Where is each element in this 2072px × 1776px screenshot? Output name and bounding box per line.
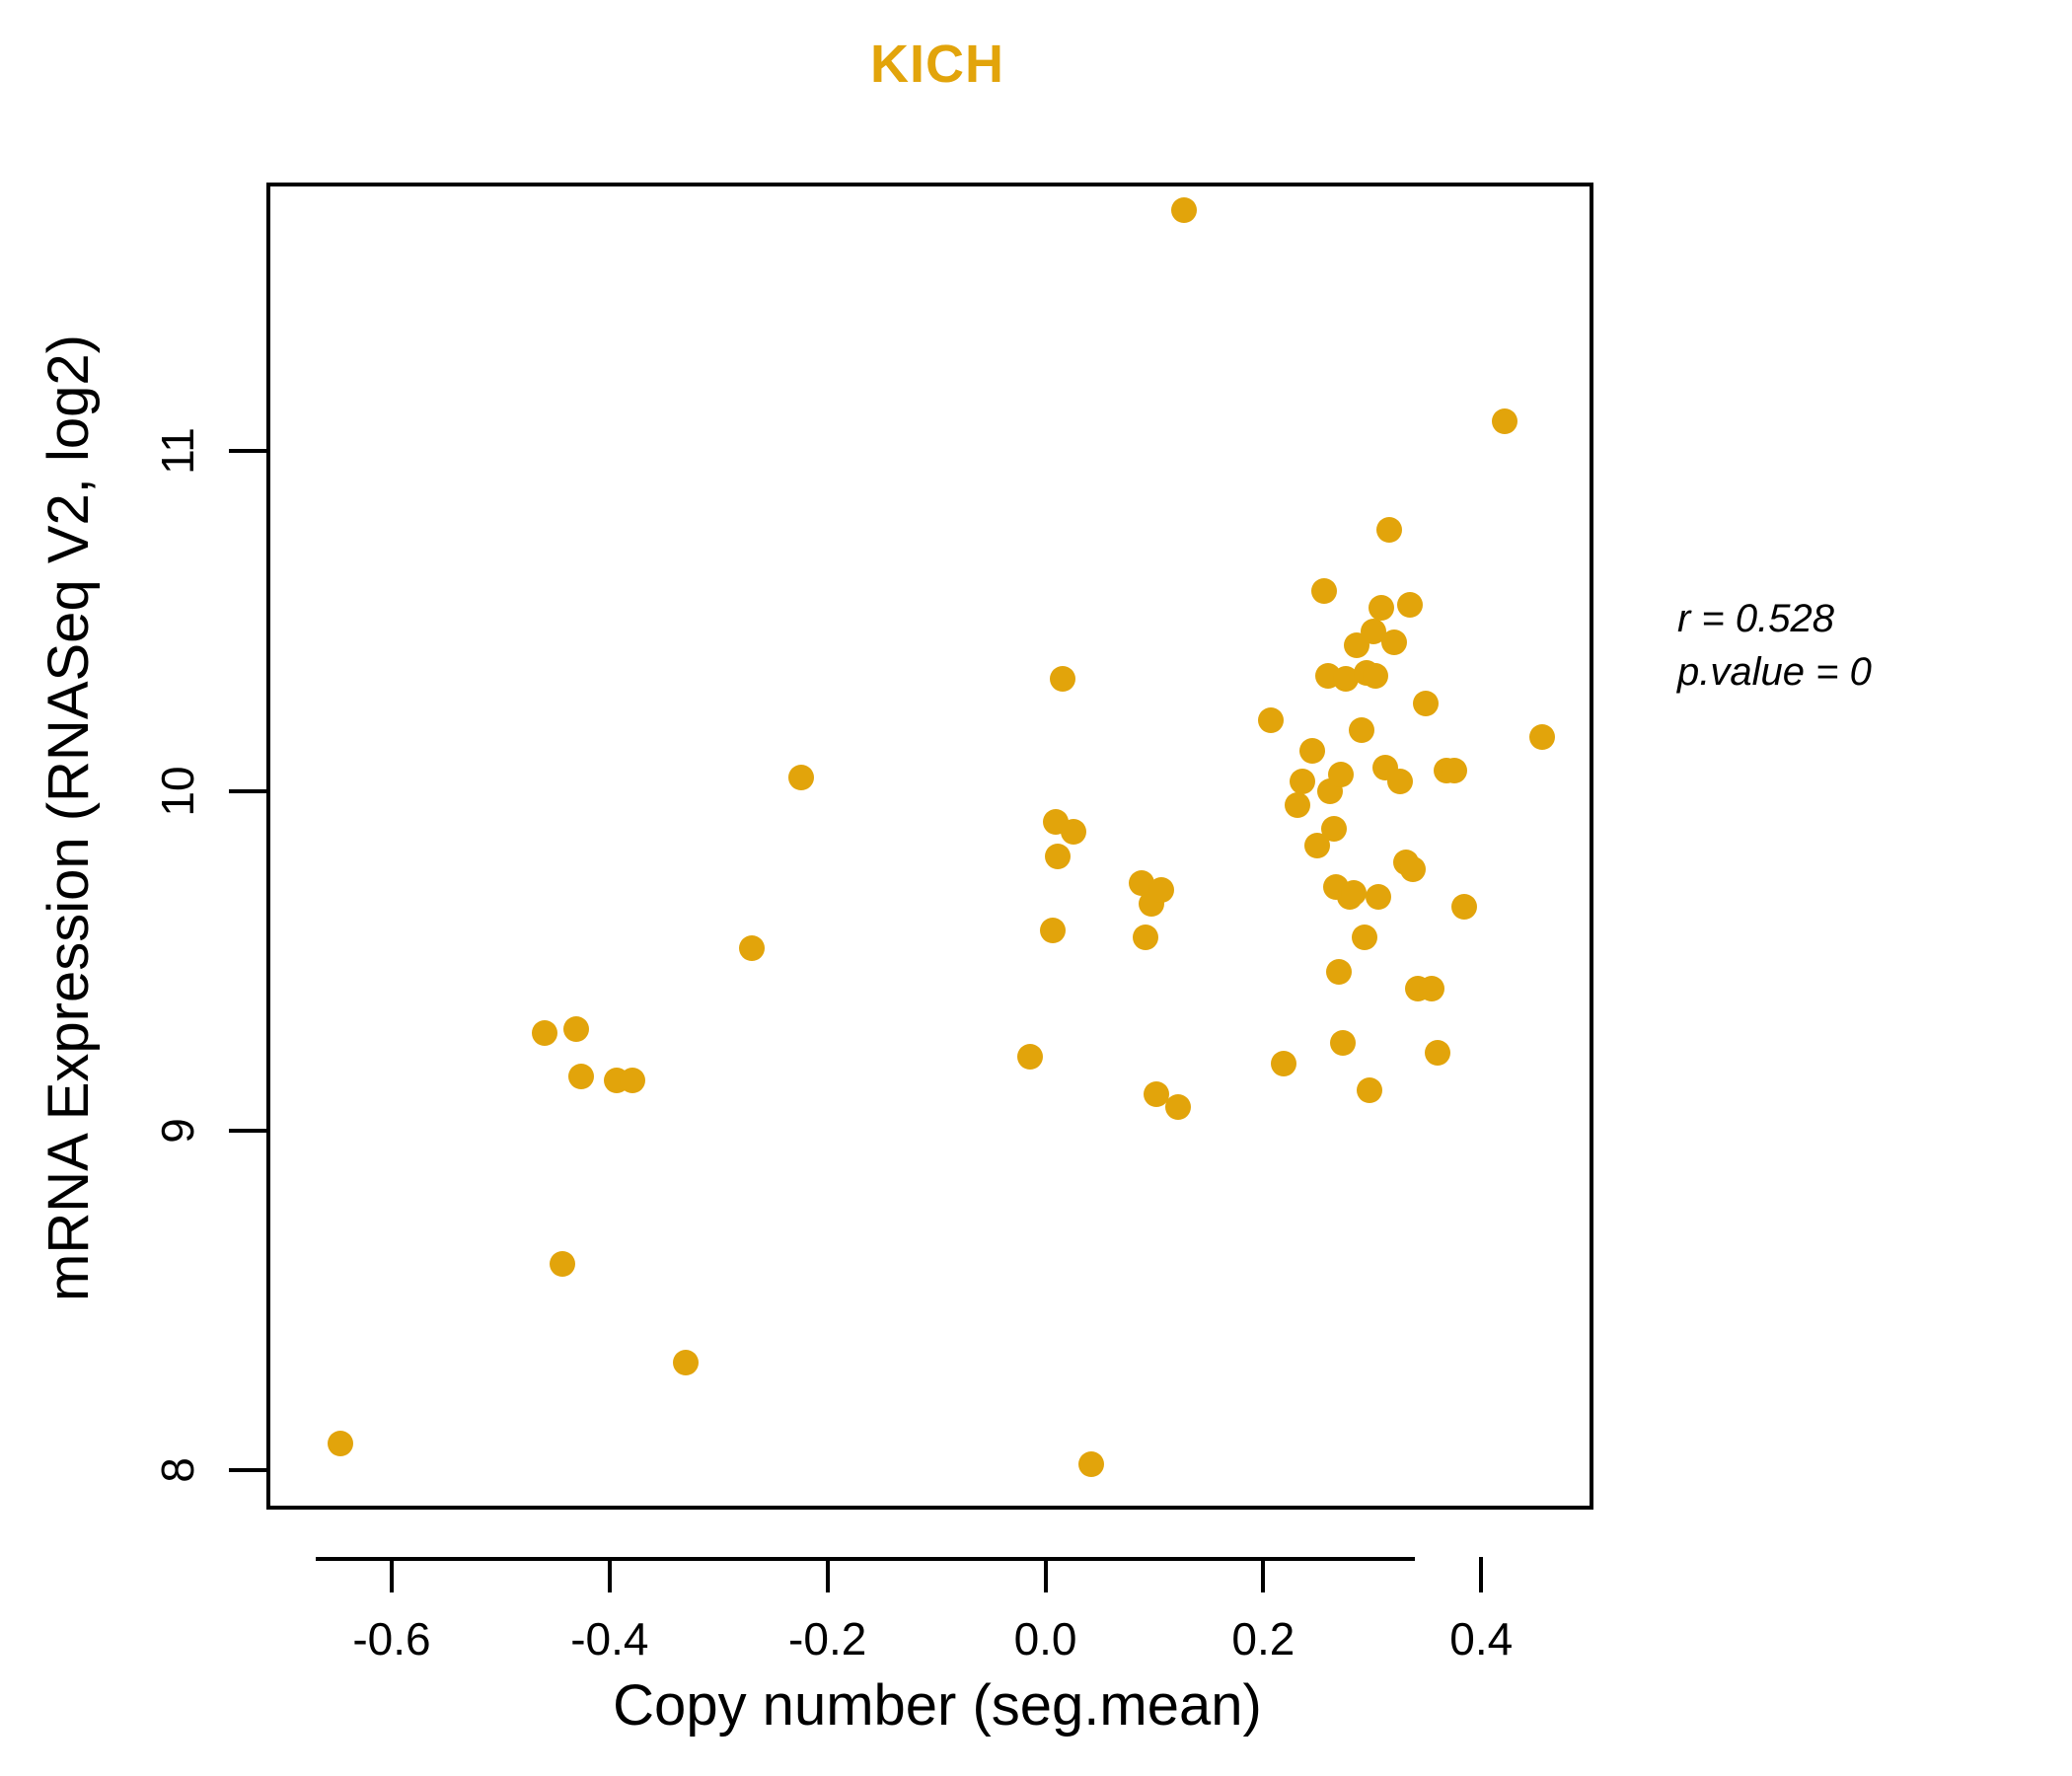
y-tick-label: 9: [148, 1101, 207, 1160]
x-tick-mark: [389, 1557, 394, 1592]
x-tick-label: 0.2: [1231, 1613, 1295, 1665]
data-point: [1039, 918, 1066, 944]
x-tick-label: 0.0: [1013, 1613, 1077, 1665]
data-point: [1016, 1043, 1043, 1070]
data-point: [1077, 1451, 1104, 1478]
data-point: [619, 1067, 645, 1093]
data-point: [1387, 768, 1414, 794]
data-points-layer: [270, 186, 1590, 1506]
data-point: [1340, 880, 1367, 907]
y-tick-mark: [229, 449, 266, 454]
x-axis-title: Copy number (seg.mean): [613, 1673, 1262, 1738]
data-point: [1164, 1094, 1191, 1121]
data-point: [563, 1016, 590, 1043]
stats-annotation: r = 0.528 p.value = 0: [1677, 592, 1872, 699]
x-tick-mark: [1479, 1557, 1484, 1592]
x-axis-line: [316, 1557, 1415, 1561]
data-point: [1380, 629, 1407, 655]
data-point: [1329, 1029, 1356, 1056]
x-tick-label: -0.2: [788, 1613, 867, 1665]
plot-panel: [266, 183, 1593, 1510]
data-point: [549, 1250, 575, 1277]
data-point: [672, 1349, 699, 1375]
y-tick-label-text: 8: [152, 1457, 203, 1484]
data-point: [1171, 197, 1198, 224]
data-point: [1257, 706, 1284, 733]
y-tick-mark: [229, 788, 266, 793]
data-point: [1349, 717, 1375, 744]
y-tick-label: 10: [148, 762, 207, 821]
data-point: [1049, 666, 1075, 693]
data-point: [532, 1019, 558, 1046]
x-tick-mark: [825, 1557, 830, 1592]
data-point: [1289, 768, 1315, 794]
data-point: [1328, 761, 1355, 787]
data-point: [1362, 662, 1388, 689]
data-point: [1045, 843, 1072, 869]
y-tick-label-text: 10: [152, 765, 203, 817]
data-point: [1143, 1080, 1169, 1107]
data-point: [1310, 577, 1337, 604]
data-point: [1419, 975, 1445, 1001]
data-point: [1320, 815, 1347, 842]
data-point: [1366, 883, 1392, 910]
y-tick-mark: [229, 1468, 266, 1473]
y-tick-label-text: 11: [152, 427, 203, 475]
data-point: [1369, 595, 1395, 622]
data-point: [1400, 856, 1427, 883]
pvalue-value: p.value = 0: [1677, 650, 1872, 694]
x-tick-mark: [607, 1557, 612, 1592]
correlation-value: r = 0.528: [1677, 597, 1835, 640]
data-point: [1132, 925, 1158, 951]
chart-title: KICH: [870, 35, 1004, 94]
x-tick-label: -0.6: [352, 1613, 431, 1665]
x-tick-mark: [1261, 1557, 1266, 1592]
data-point: [1285, 791, 1311, 818]
data-point: [1451, 894, 1478, 921]
x-tick-mark: [1043, 1557, 1048, 1592]
data-point: [327, 1431, 353, 1457]
y-tick-label-text: 9: [152, 1118, 203, 1144]
data-point: [1442, 758, 1468, 784]
x-tick-label: -0.4: [570, 1613, 649, 1665]
data-point: [1492, 407, 1518, 434]
data-point: [1270, 1050, 1296, 1076]
y-tick-label: 8: [148, 1441, 207, 1500]
data-point: [1326, 958, 1353, 985]
data-point: [787, 765, 814, 791]
data-point: [739, 934, 766, 961]
data-point: [1528, 723, 1555, 750]
y-tick-label: 11: [148, 421, 207, 481]
data-point: [1412, 690, 1439, 716]
data-point: [1397, 591, 1424, 618]
y-tick-mark: [229, 1128, 266, 1133]
data-point: [567, 1064, 594, 1090]
data-point: [1298, 737, 1325, 764]
data-point: [1351, 925, 1377, 951]
data-point: [1060, 819, 1086, 846]
data-point: [1148, 876, 1175, 903]
y-axis-title: mRNA Expression (RNASeq V2, log2): [37, 334, 101, 1301]
x-tick-label: 0.4: [1449, 1613, 1514, 1665]
data-point: [1376, 516, 1403, 543]
data-point: [1357, 1077, 1383, 1104]
data-point: [1424, 1040, 1450, 1067]
